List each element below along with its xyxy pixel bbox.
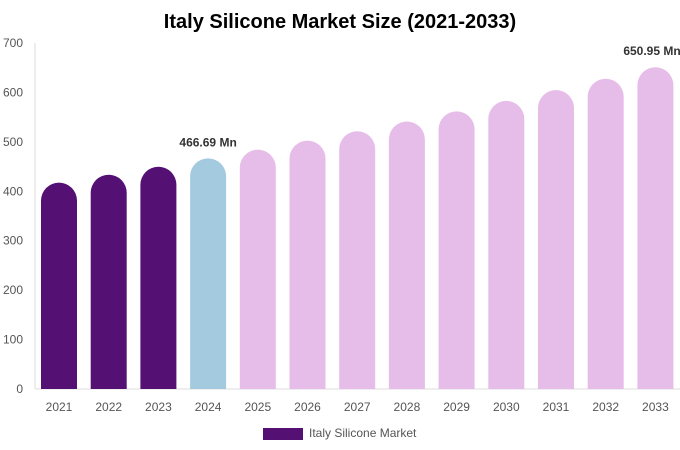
x-tick-label: 2031 bbox=[543, 400, 570, 414]
x-tick-label: 2028 bbox=[394, 400, 421, 414]
y-tick-label: 700 bbox=[3, 36, 23, 50]
bar-2025 bbox=[239, 149, 276, 389]
x-tick-label: 2033 bbox=[642, 400, 669, 414]
legend-label: Italy Silicone Market bbox=[309, 426, 417, 440]
data-label: 466.69 Mn bbox=[179, 135, 236, 149]
bar-2030 bbox=[488, 100, 525, 389]
bar-2024 bbox=[190, 158, 227, 389]
bar-2029 bbox=[438, 111, 475, 389]
y-tick-label: 0 bbox=[16, 382, 23, 396]
y-tick-label: 400 bbox=[3, 184, 23, 198]
bar-2027 bbox=[339, 131, 376, 390]
x-tick-label: 2021 bbox=[46, 400, 73, 414]
chart-title: Italy Silicone Market Size (2021-2033) bbox=[164, 11, 516, 33]
x-tick-label: 2030 bbox=[493, 400, 520, 414]
y-tick-label: 500 bbox=[3, 135, 23, 149]
y-tick-label: 200 bbox=[3, 283, 23, 297]
bar-2021 bbox=[41, 182, 77, 389]
bar-2022 bbox=[90, 174, 127, 389]
bar-2026 bbox=[289, 140, 326, 389]
bar-2032 bbox=[587, 78, 624, 389]
x-tick-label: 2029 bbox=[443, 400, 470, 414]
x-tick-label: 2025 bbox=[244, 400, 271, 414]
data-label: 650.95 Mn bbox=[623, 44, 680, 58]
x-tick-label: 2023 bbox=[145, 400, 172, 414]
y-tick-label: 100 bbox=[3, 333, 23, 347]
bar-2028 bbox=[388, 121, 425, 390]
x-tick-label: 2022 bbox=[95, 400, 122, 414]
x-tick-label: 2032 bbox=[592, 400, 619, 414]
bar-2031 bbox=[538, 90, 574, 390]
x-tick-label: 2027 bbox=[344, 400, 371, 414]
bar-2033 bbox=[637, 67, 674, 389]
legend-swatch bbox=[263, 428, 303, 440]
x-tick-label: 2026 bbox=[294, 400, 321, 414]
y-tick-label: 300 bbox=[3, 234, 23, 248]
x-tick-label: 2024 bbox=[195, 400, 222, 414]
bar-2023 bbox=[140, 166, 177, 389]
y-tick-label: 600 bbox=[3, 85, 23, 99]
